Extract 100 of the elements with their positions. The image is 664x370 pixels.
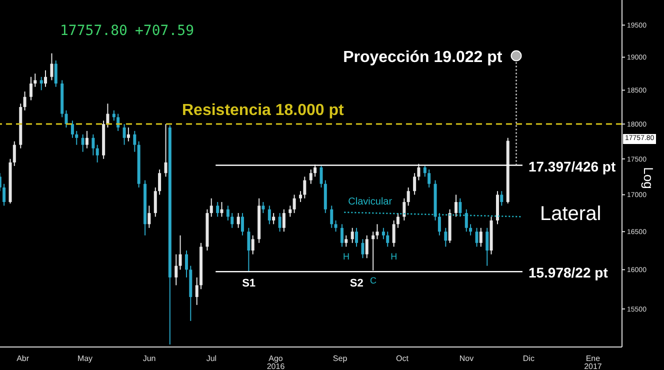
candlestick xyxy=(278,212,282,232)
candlestick xyxy=(309,169,312,184)
candlestick xyxy=(126,127,130,142)
annotation: C xyxy=(370,275,377,286)
candlestick xyxy=(299,190,302,203)
candlestick xyxy=(154,186,157,218)
candlestick xyxy=(268,205,271,225)
annotation: Lateral xyxy=(540,203,602,225)
x-tick-label: Jul xyxy=(206,354,217,363)
x-tick-label: Ene 2017 xyxy=(584,354,602,370)
candlestick xyxy=(236,212,240,228)
candlestick xyxy=(396,212,400,228)
candlestick xyxy=(413,172,416,196)
candlestick xyxy=(230,212,234,228)
candlestick xyxy=(2,183,6,206)
candlestick xyxy=(355,227,358,248)
candlestick xyxy=(423,165,426,178)
candlestick xyxy=(292,194,296,214)
candlestick xyxy=(386,231,390,248)
candlestick xyxy=(12,140,16,166)
annotation: Clavicular xyxy=(348,196,393,208)
candlestick xyxy=(402,198,406,221)
candlestick xyxy=(40,76,43,91)
x-tick-label: Jun xyxy=(142,354,156,363)
candlestick xyxy=(184,250,188,278)
candlestick xyxy=(454,194,458,218)
candlestick xyxy=(23,91,26,111)
candlestick xyxy=(361,238,364,259)
ref-line-label: Resistencia 18.000 pt xyxy=(182,102,345,120)
x-tick-label: Ago 2016 xyxy=(266,354,286,370)
candlestick xyxy=(210,198,213,218)
candlestick xyxy=(75,130,78,146)
candlestick xyxy=(486,227,489,266)
x-tick-label: Dic xyxy=(522,354,534,363)
candlestick xyxy=(272,212,276,225)
candlestick xyxy=(133,130,136,152)
candlestick xyxy=(417,163,420,181)
candlestick xyxy=(365,234,368,259)
candlestick xyxy=(500,190,504,206)
annotation: S2 xyxy=(350,278,364,290)
candlestick xyxy=(44,70,48,88)
candlestick xyxy=(282,208,286,232)
candlestick xyxy=(81,134,84,152)
candlestick xyxy=(330,205,334,228)
candlestick xyxy=(106,103,110,128)
annotation: +707.59 xyxy=(135,23,194,40)
candlestick xyxy=(29,76,32,101)
candlestick xyxy=(158,169,162,196)
candlestick xyxy=(226,205,230,221)
candlestick xyxy=(178,234,182,270)
candlestick xyxy=(92,134,95,156)
candlestick xyxy=(469,224,472,236)
x-tick-label: Sep xyxy=(332,354,348,363)
annotation: Proyección 19.022 pt xyxy=(343,48,503,66)
candlestick xyxy=(85,130,88,149)
candlestick xyxy=(372,231,375,271)
candlestick xyxy=(479,227,482,248)
x-tick-label: Nov xyxy=(459,354,474,363)
candlestick xyxy=(475,227,478,248)
candlestick xyxy=(64,110,68,128)
candlestick xyxy=(350,227,354,244)
candlestick xyxy=(164,124,168,178)
candlestick xyxy=(340,224,344,248)
candlestick xyxy=(382,227,385,240)
candlestick xyxy=(303,176,306,199)
candlestick xyxy=(334,220,338,232)
candlestick xyxy=(34,73,37,88)
candlestick xyxy=(122,124,126,146)
annotation: 17.397/426 pt xyxy=(528,158,616,174)
candlestick xyxy=(428,169,431,188)
candlestick xyxy=(216,202,220,218)
candlestick xyxy=(54,60,58,88)
candlestick xyxy=(195,276,198,306)
annotation: H xyxy=(342,252,350,262)
x-tick-label: May xyxy=(77,354,93,363)
y-axis-title: Log xyxy=(641,167,656,189)
candlestick xyxy=(314,164,317,178)
annotation: H xyxy=(390,252,398,262)
candlestick xyxy=(50,52,54,81)
candlestick xyxy=(344,234,348,248)
annotation: 15.978/22 pt xyxy=(528,264,608,281)
candlestick xyxy=(392,220,396,248)
candlestick xyxy=(288,205,292,218)
x-tick-label: Abr xyxy=(16,354,30,363)
candlestick xyxy=(262,202,265,214)
annotation: S1 xyxy=(242,277,256,290)
candlestick xyxy=(220,202,224,218)
candlestick xyxy=(376,224,379,240)
candlestick xyxy=(247,227,250,272)
candlestick xyxy=(70,120,74,138)
candlestick xyxy=(320,165,323,188)
candlestick xyxy=(251,234,254,255)
candlestick xyxy=(148,205,151,228)
candlestick xyxy=(240,212,244,236)
candlestick xyxy=(96,144,99,163)
candlestick xyxy=(406,186,410,206)
candlestick xyxy=(444,227,448,248)
x-tick-label: Oct xyxy=(396,354,410,363)
candlestick xyxy=(174,254,178,286)
annotation: 17757.80 xyxy=(60,23,128,40)
